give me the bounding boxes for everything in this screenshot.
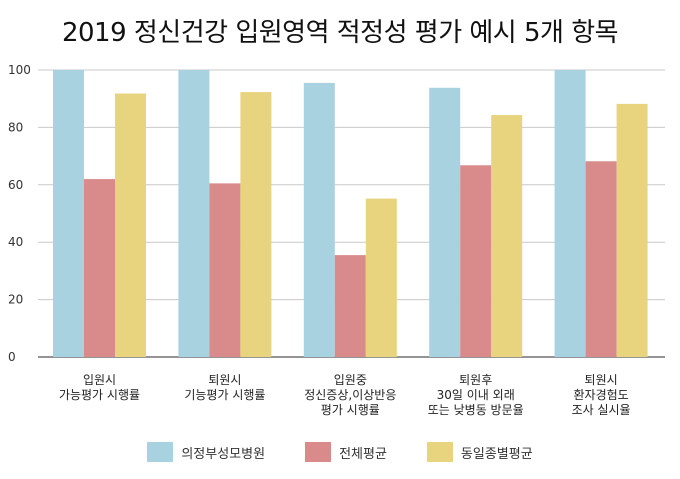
bar (585, 161, 617, 357)
bar (115, 93, 146, 357)
legend-label: 전체평균 (339, 446, 387, 462)
x-tick-label: 환자경험도 (573, 388, 628, 402)
bar (240, 92, 272, 357)
y-tick-label: 80 (8, 120, 23, 134)
y-tick-label: 100 (8, 63, 31, 77)
legend-item: 전체평균 (305, 442, 387, 462)
y-tick-label: 60 (8, 178, 23, 192)
chart-title: 2019 정신건강 입원영역 적정성 평가 예시 5개 항목 (61, 18, 619, 48)
legend-swatch (426, 442, 453, 462)
bar (429, 87, 461, 357)
legend-label: 의정부성모병원 (181, 446, 266, 462)
x-tick-label: 입원중 (334, 373, 367, 387)
x-tick-label: 30일 이내 외래 (437, 388, 515, 402)
x-tick-label: 퇴원시 (585, 373, 618, 387)
bar (616, 103, 648, 357)
x-tick-label: 퇴원후 (459, 373, 492, 387)
bar (365, 198, 397, 357)
bar (84, 179, 115, 357)
legend-swatch (147, 442, 174, 462)
bar (554, 70, 586, 357)
y-tick-label: 20 (8, 293, 23, 307)
legend-swatch (305, 442, 332, 462)
bar (491, 115, 523, 358)
x-tick-label: 평가 시행률 (321, 402, 380, 417)
x-tick-label: 입원시 (83, 373, 116, 387)
legend: 의정부성모병원 전체평균 동일종별평균 (0, 442, 680, 462)
y-tick-label: 40 (8, 235, 23, 249)
x-tick-label: 가능평가 시행률 (59, 387, 140, 402)
bar (303, 82, 335, 357)
legend-label: 동일종별평균 (460, 446, 533, 462)
y-tick-label: 0 (8, 350, 16, 364)
legend-item: 동일종별평균 (426, 442, 533, 462)
x-tick-label: 또는 낮병동 방문율 (428, 403, 524, 417)
bar (53, 70, 84, 357)
x-tick-label: 퇴원시 (208, 373, 241, 387)
legend-item: 의정부성모병원 (147, 442, 265, 462)
x-tick-label: 조사 실시율 (572, 403, 631, 417)
bar (460, 165, 492, 357)
bar (178, 70, 210, 357)
x-tick-label: 정신증상,이상반응 (304, 388, 396, 402)
bar (334, 255, 366, 357)
bar (209, 183, 241, 357)
x-tick-label: 기능평가 시행률 (184, 387, 265, 402)
